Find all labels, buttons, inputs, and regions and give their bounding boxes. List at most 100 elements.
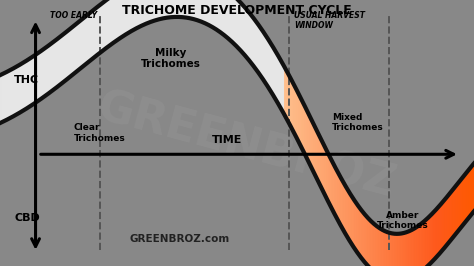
Text: TRICHOME DEVELOPMENT CYCLE: TRICHOME DEVELOPMENT CYCLE — [122, 4, 352, 17]
Polygon shape — [384, 231, 386, 266]
Polygon shape — [307, 111, 309, 161]
Polygon shape — [408, 231, 410, 266]
Polygon shape — [367, 217, 368, 266]
Polygon shape — [304, 104, 305, 156]
Polygon shape — [351, 195, 353, 246]
Polygon shape — [441, 202, 442, 252]
Polygon shape — [439, 204, 441, 254]
Text: GREENBROZ.com: GREENBROZ.com — [130, 234, 230, 244]
Polygon shape — [353, 198, 354, 248]
Polygon shape — [406, 232, 408, 266]
Polygon shape — [471, 165, 473, 215]
Polygon shape — [450, 190, 452, 240]
Polygon shape — [334, 165, 335, 216]
Polygon shape — [460, 178, 461, 228]
Polygon shape — [417, 226, 419, 266]
Polygon shape — [430, 214, 431, 264]
Polygon shape — [422, 222, 423, 266]
Polygon shape — [365, 215, 367, 265]
Text: Amber
Trichomes: Amber Trichomes — [377, 211, 429, 230]
Polygon shape — [378, 227, 379, 266]
Polygon shape — [410, 230, 411, 266]
Polygon shape — [329, 156, 330, 206]
Polygon shape — [454, 186, 455, 236]
Polygon shape — [391, 233, 392, 266]
Polygon shape — [318, 133, 319, 185]
Polygon shape — [449, 192, 450, 243]
Polygon shape — [379, 228, 381, 266]
Polygon shape — [332, 161, 334, 213]
Polygon shape — [337, 171, 338, 222]
Polygon shape — [292, 82, 294, 133]
Polygon shape — [412, 228, 414, 266]
Polygon shape — [341, 179, 343, 230]
Polygon shape — [291, 80, 292, 130]
Text: Milky
Trichomes: Milky Trichomes — [141, 48, 201, 69]
Polygon shape — [455, 185, 456, 234]
Polygon shape — [397, 234, 398, 266]
Polygon shape — [387, 232, 389, 266]
Polygon shape — [359, 207, 360, 257]
Polygon shape — [348, 190, 349, 241]
Polygon shape — [294, 85, 296, 137]
Polygon shape — [316, 130, 318, 181]
Polygon shape — [473, 163, 474, 213]
Polygon shape — [327, 152, 329, 204]
Polygon shape — [446, 196, 447, 246]
Polygon shape — [431, 213, 433, 262]
Polygon shape — [357, 205, 359, 255]
Polygon shape — [360, 209, 362, 259]
Polygon shape — [338, 174, 340, 225]
Text: TIME: TIME — [212, 135, 243, 145]
Polygon shape — [299, 94, 301, 146]
Polygon shape — [346, 188, 348, 238]
Polygon shape — [442, 200, 444, 250]
Polygon shape — [433, 211, 435, 260]
Polygon shape — [364, 213, 365, 263]
Polygon shape — [311, 120, 313, 171]
Polygon shape — [466, 171, 468, 221]
Polygon shape — [393, 234, 395, 266]
Polygon shape — [468, 169, 469, 219]
Polygon shape — [386, 231, 387, 266]
Polygon shape — [400, 233, 401, 266]
Polygon shape — [370, 220, 372, 266]
Text: USUAL HARVEST
WINDOW: USUAL HARVEST WINDOW — [294, 11, 365, 30]
Polygon shape — [419, 225, 420, 266]
Polygon shape — [319, 137, 321, 188]
Polygon shape — [288, 73, 290, 124]
Text: CBD: CBD — [14, 213, 40, 223]
Text: GREENBROZ: GREENBROZ — [92, 86, 401, 207]
Polygon shape — [315, 127, 316, 178]
Polygon shape — [420, 223, 422, 266]
Polygon shape — [356, 202, 357, 252]
Text: Clear
Trichomes: Clear Trichomes — [73, 123, 125, 143]
Polygon shape — [296, 89, 297, 139]
Polygon shape — [372, 222, 373, 266]
Polygon shape — [469, 167, 471, 217]
Polygon shape — [321, 140, 322, 190]
Polygon shape — [383, 230, 384, 266]
Polygon shape — [343, 182, 345, 233]
Polygon shape — [427, 217, 428, 266]
Polygon shape — [458, 180, 460, 231]
Polygon shape — [416, 226, 417, 266]
Polygon shape — [335, 168, 337, 218]
Polygon shape — [354, 201, 356, 250]
Polygon shape — [395, 234, 397, 266]
Polygon shape — [438, 206, 439, 255]
Polygon shape — [330, 159, 332, 209]
Polygon shape — [285, 67, 286, 119]
Polygon shape — [362, 211, 364, 261]
Polygon shape — [401, 233, 403, 266]
Polygon shape — [302, 101, 304, 152]
Text: THC: THC — [14, 75, 39, 85]
Polygon shape — [403, 233, 405, 266]
Polygon shape — [376, 226, 378, 266]
Polygon shape — [447, 195, 449, 244]
Polygon shape — [463, 174, 465, 225]
Polygon shape — [290, 76, 291, 128]
Polygon shape — [411, 229, 412, 266]
Polygon shape — [444, 198, 446, 248]
Polygon shape — [389, 233, 391, 266]
